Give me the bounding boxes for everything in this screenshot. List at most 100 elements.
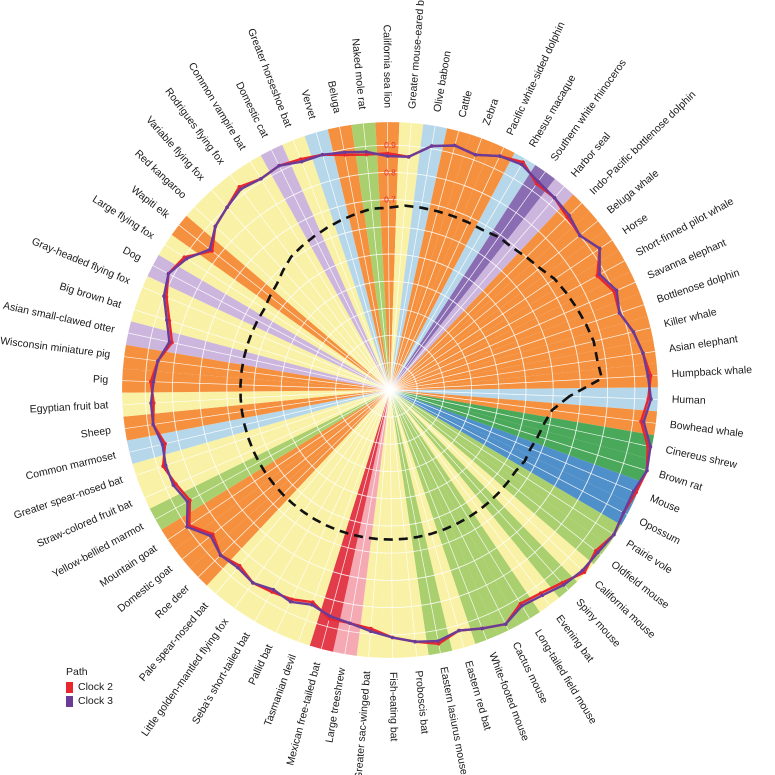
spoke bbox=[386, 122, 391, 391]
data-point-clock-3 bbox=[597, 272, 602, 277]
spoke bbox=[215, 389, 391, 594]
species-label-gray-headed-flying-fox: Gray-headed flying fox bbox=[30, 235, 133, 287]
grid-circle bbox=[280, 280, 500, 500]
spoke bbox=[389, 304, 645, 391]
data-point-clock-3 bbox=[277, 163, 281, 168]
legend-swatch-clock-3 bbox=[66, 695, 73, 707]
spoke bbox=[389, 158, 526, 391]
data-point-clock-3 bbox=[368, 629, 373, 634]
sector-greater-sac-winged-bat bbox=[356, 390, 390, 658]
data-point-clock-2 bbox=[151, 401, 156, 405]
data-point-clock-2 bbox=[148, 379, 153, 384]
species-label-killer-whale: Killer whale bbox=[663, 306, 718, 330]
spoke bbox=[389, 389, 616, 536]
sector-oldfield-mouse bbox=[390, 390, 609, 565]
spoke bbox=[389, 389, 646, 471]
sector-dog bbox=[147, 254, 390, 390]
data-point-clock-3 bbox=[208, 247, 212, 252]
data-point-clock-3 bbox=[171, 483, 176, 487]
data-point-clock-3 bbox=[348, 621, 352, 626]
data-point-clock-3 bbox=[165, 318, 169, 322]
sector-harbor-seal bbox=[390, 178, 574, 390]
grid-circle bbox=[144, 144, 636, 636]
spoke bbox=[152, 265, 391, 391]
data-point-clock-3 bbox=[185, 499, 190, 504]
data-point-clock-3 bbox=[561, 583, 566, 587]
sector-beluga-whale bbox=[390, 211, 606, 390]
sector-tasmanian-devil bbox=[287, 390, 390, 646]
data-point-clock-3 bbox=[218, 553, 223, 558]
species-label-wisconsin-miniature-pig: Wisconsin miniature pig bbox=[0, 335, 111, 361]
spoke bbox=[389, 186, 565, 391]
sector-killer-whale bbox=[390, 316, 654, 390]
sector-vervet bbox=[304, 129, 390, 390]
grid-circle bbox=[307, 307, 473, 473]
spoke bbox=[389, 389, 602, 556]
data-point-clock-2 bbox=[364, 152, 369, 157]
sector-eastern-red-bat bbox=[390, 390, 476, 651]
spoke bbox=[194, 206, 391, 391]
species-label-pale-spear-nosed-bat: Pale spear-nosed bat bbox=[137, 600, 211, 684]
data-point-clock-3 bbox=[645, 468, 649, 473]
data-point-clock-3 bbox=[597, 246, 602, 251]
spoke bbox=[155, 389, 391, 520]
spoke bbox=[142, 286, 391, 391]
species-label-olive-baboon: Olive baboon bbox=[431, 50, 453, 113]
spoke bbox=[368, 389, 391, 658]
legend-item-clock-2: Clock 2 bbox=[66, 680, 113, 694]
species-label-cinereus-shrew: Cinereus shrew bbox=[664, 444, 738, 471]
spoke bbox=[298, 389, 391, 642]
data-point-clock-3 bbox=[612, 532, 616, 537]
data-point-clock-3 bbox=[436, 639, 440, 643]
spoke bbox=[389, 389, 658, 400]
series-line-reference bbox=[239, 204, 604, 541]
spoke bbox=[164, 244, 391, 391]
spoke bbox=[389, 389, 509, 631]
data-point-clock-3 bbox=[364, 150, 368, 154]
data-point-clock-3 bbox=[641, 351, 645, 355]
spoke bbox=[389, 239, 613, 391]
spoke-group bbox=[122, 122, 658, 658]
sector-wapiti-elk bbox=[171, 215, 390, 390]
species-label-humpback-whale: Humpback whale bbox=[671, 364, 752, 380]
data-point-clock-3 bbox=[162, 294, 166, 298]
spoke bbox=[271, 149, 391, 391]
sector-savanna-elephant bbox=[390, 271, 640, 390]
sector-rodrigues-flying-fox bbox=[220, 167, 390, 390]
spoke bbox=[389, 138, 482, 391]
data-point-clock-3 bbox=[208, 534, 213, 538]
data-point-clock-2 bbox=[369, 626, 373, 631]
data-point-clock-3 bbox=[160, 442, 165, 447]
grid-circle bbox=[253, 253, 527, 527]
species-label-long-tailed-field-mouse: Long-tailed field mouse bbox=[532, 627, 599, 726]
spoke bbox=[389, 389, 628, 515]
data-point-clock-2 bbox=[436, 641, 441, 646]
data-point-clock-3 bbox=[320, 152, 325, 157]
radial-tick-label: 0.7 bbox=[384, 195, 396, 205]
spoke bbox=[144, 389, 391, 499]
sector-mexican-free-tailed-bat bbox=[309, 390, 390, 652]
sector-fish-eating-bat bbox=[380, 390, 405, 658]
spoke bbox=[122, 380, 391, 391]
grid-circle bbox=[226, 226, 554, 554]
data-point-clock-3 bbox=[536, 179, 541, 184]
data-point-clock-3 bbox=[236, 565, 240, 570]
data-point-clock-3 bbox=[225, 205, 229, 210]
data-point-clock-3 bbox=[342, 150, 347, 155]
sector-large-flying-fox bbox=[158, 234, 390, 390]
data-point-clock-3 bbox=[288, 599, 293, 604]
spoke bbox=[389, 220, 599, 391]
spoke bbox=[389, 389, 418, 657]
spoke bbox=[389, 389, 586, 574]
legend-label-clock-3: Clock 3 bbox=[78, 695, 114, 707]
sector-straw-colored-fruit-bat bbox=[140, 390, 390, 509]
sector-rhesus-macaque bbox=[390, 152, 536, 390]
data-point-clock-3 bbox=[185, 525, 189, 529]
data-point-clock-3 bbox=[390, 635, 395, 640]
tick-group: 0.7 0.8 0.9 bbox=[384, 140, 396, 204]
sector-bowhead-whale bbox=[390, 390, 658, 436]
sector-greater-horseshoe-bat bbox=[282, 136, 390, 390]
spoke bbox=[389, 389, 569, 591]
species-label-opossum: Opossum bbox=[637, 516, 683, 548]
spoke bbox=[135, 389, 391, 476]
